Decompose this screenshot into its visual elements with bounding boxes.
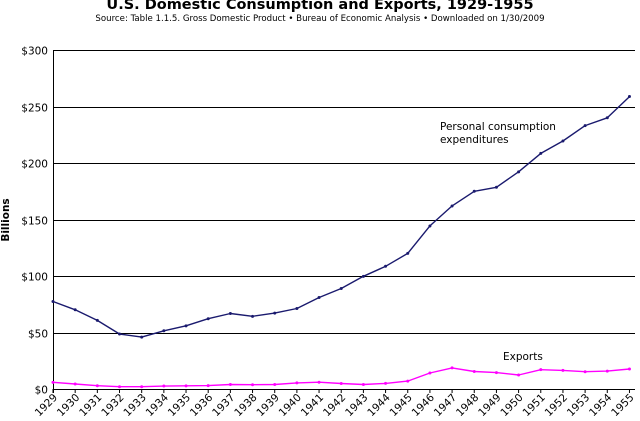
data-point bbox=[184, 384, 188, 388]
data-point bbox=[494, 371, 498, 375]
x-tick-label: 1953 bbox=[565, 392, 592, 419]
data-point bbox=[206, 384, 210, 388]
data-point bbox=[140, 335, 144, 339]
y-tick-label: $100 bbox=[21, 272, 48, 284]
x-tick-label: 1949 bbox=[476, 392, 503, 419]
data-point bbox=[494, 185, 498, 189]
data-point bbox=[561, 368, 565, 372]
data-point bbox=[162, 329, 166, 333]
data-point bbox=[73, 382, 77, 386]
x-tick-label: 1954 bbox=[587, 391, 615, 419]
data-point bbox=[384, 381, 388, 385]
data-point bbox=[428, 224, 432, 228]
x-tick-label: 1948 bbox=[454, 392, 481, 419]
data-point bbox=[472, 189, 476, 193]
grid-lines bbox=[53, 50, 635, 393]
series-annotation: Personal consumption bbox=[440, 121, 556, 133]
data-point bbox=[627, 95, 631, 99]
data-point bbox=[118, 385, 122, 389]
x-tick-label: 1930 bbox=[55, 392, 82, 419]
x-tick-label: 1939 bbox=[254, 392, 281, 419]
data-point bbox=[184, 324, 188, 328]
y-tick-label: $250 bbox=[21, 103, 48, 115]
series-annotation: Exports bbox=[503, 351, 543, 363]
x-tick-label: 1951 bbox=[521, 392, 548, 419]
x-tick-label: 1937 bbox=[210, 392, 237, 419]
chart-title: U.S. Domestic Consumption and Exports, 1… bbox=[106, 0, 533, 13]
x-tick-label: 1931 bbox=[77, 392, 104, 419]
x-tick-label: 1934 bbox=[144, 391, 172, 419]
x-tick-label: 1945 bbox=[387, 392, 414, 419]
data-point bbox=[583, 124, 587, 128]
data-point bbox=[384, 264, 388, 268]
data-point bbox=[162, 384, 166, 388]
data-point bbox=[539, 368, 543, 372]
data-point bbox=[605, 116, 609, 120]
x-tick-label: 1946 bbox=[410, 391, 438, 419]
data-point bbox=[118, 332, 122, 336]
data-point bbox=[273, 382, 277, 386]
series-lines bbox=[51, 95, 631, 389]
data-point bbox=[206, 317, 210, 321]
data-point bbox=[251, 314, 255, 318]
data-point bbox=[73, 308, 77, 312]
data-point bbox=[627, 367, 631, 371]
data-point bbox=[361, 274, 365, 278]
data-point bbox=[273, 311, 277, 315]
data-point bbox=[561, 139, 565, 143]
data-point bbox=[605, 369, 609, 373]
data-point bbox=[472, 369, 476, 373]
data-point bbox=[295, 381, 299, 385]
x-tick-label: 1933 bbox=[121, 392, 148, 419]
data-point bbox=[228, 312, 232, 316]
x-tick-label: 1942 bbox=[321, 392, 348, 419]
data-point bbox=[317, 295, 321, 299]
y-tick-label: $50 bbox=[28, 329, 48, 341]
x-tick-label: 1947 bbox=[432, 392, 459, 419]
data-point bbox=[95, 384, 99, 388]
data-point bbox=[428, 371, 432, 375]
x-tick-label: 1952 bbox=[543, 392, 570, 419]
data-point bbox=[251, 383, 255, 387]
x-tick-label: 1940 bbox=[277, 392, 304, 419]
data-point bbox=[228, 382, 232, 386]
y-tick-label: $0 bbox=[35, 385, 48, 397]
data-point bbox=[361, 382, 365, 386]
data-point bbox=[539, 151, 543, 155]
data-point bbox=[583, 370, 587, 374]
y-axis-ticks: $0 $50 $100 $150 $200 $250 $300 bbox=[21, 46, 48, 397]
data-point bbox=[450, 204, 454, 208]
data-point bbox=[95, 318, 99, 322]
data-point bbox=[450, 366, 454, 370]
data-point bbox=[51, 380, 55, 384]
x-tick-label: 1936 bbox=[188, 391, 216, 419]
chart-subtitle: Source: Table 1.1.5. Gross Domestic Prod… bbox=[95, 14, 544, 24]
data-point bbox=[517, 170, 521, 174]
x-tick-label: 1944 bbox=[365, 391, 393, 419]
x-axis-ticks: 1929193019311932193319341935193619371938… bbox=[33, 389, 637, 419]
y-tick-label: $150 bbox=[21, 216, 48, 228]
data-point bbox=[140, 385, 144, 389]
data-point bbox=[295, 307, 299, 311]
y-tick-label: $200 bbox=[21, 159, 48, 171]
y-axis-label: Billions bbox=[0, 198, 12, 241]
data-point bbox=[406, 251, 410, 255]
data-point bbox=[406, 379, 410, 383]
x-tick-label: 1938 bbox=[232, 392, 259, 419]
x-tick-label: 1935 bbox=[166, 392, 193, 419]
data-point bbox=[517, 373, 521, 377]
series-annotation: expenditures bbox=[440, 134, 509, 146]
data-point bbox=[339, 381, 343, 385]
data-point bbox=[51, 300, 55, 304]
data-point bbox=[339, 287, 343, 291]
y-tick-label: $300 bbox=[21, 46, 48, 58]
x-tick-label: 1941 bbox=[299, 392, 326, 419]
x-tick-label: 1950 bbox=[498, 392, 525, 419]
x-tick-label: 1943 bbox=[343, 392, 370, 419]
x-tick-label: 1955 bbox=[609, 392, 636, 419]
data-point bbox=[317, 380, 321, 384]
x-tick-label: 1932 bbox=[99, 392, 126, 419]
